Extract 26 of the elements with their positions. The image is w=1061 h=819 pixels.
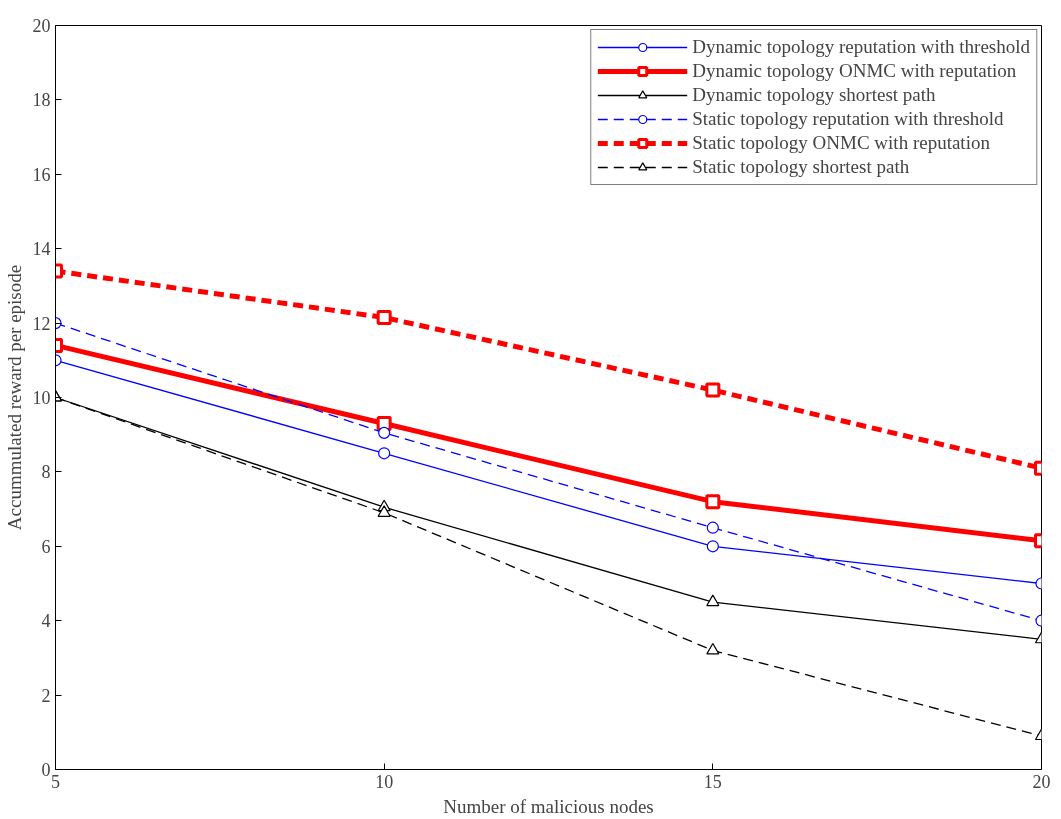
legend-label: Static topology shortest path <box>692 156 910 178</box>
y-tick-label: 14 <box>32 239 51 260</box>
y-tick-label: 0 <box>41 760 51 780</box>
x-tick-label: 15 <box>703 771 722 792</box>
legend-label: Dynamic topology reputation with threshold <box>692 36 1030 58</box>
y-tick-label: 8 <box>41 462 51 483</box>
y-tick-label: 16 <box>32 164 51 185</box>
y-tick-label: 10 <box>32 388 51 408</box>
y-axis-title: Accummulated reward per episode <box>3 264 25 531</box>
y-tick-label: 6 <box>41 536 51 557</box>
legend-label: Dynamic topology shortest path <box>692 84 936 106</box>
y-tick-label: 12 <box>32 313 51 334</box>
x-tick-label: 5 <box>51 771 60 792</box>
legend-label: Dynamic topology ONMC with reputation <box>692 60 1017 82</box>
x-tick-label: 20 <box>1032 771 1051 792</box>
legend-label: Static topology ONMC with reputation <box>692 132 990 154</box>
y-tick-label: 20 <box>32 16 51 36</box>
x-tick-label: 10 <box>375 771 394 792</box>
y-tick-label: 2 <box>41 685 51 706</box>
x-axis-title: Number of malicious nodes <box>443 795 654 817</box>
legend-label: Static topology reputation with threshold <box>692 108 1004 130</box>
y-tick-label: 4 <box>41 611 51 632</box>
point <box>706 594 720 607</box>
point <box>706 642 720 655</box>
point <box>377 505 391 517</box>
y-tick-label: 18 <box>32 90 51 111</box>
